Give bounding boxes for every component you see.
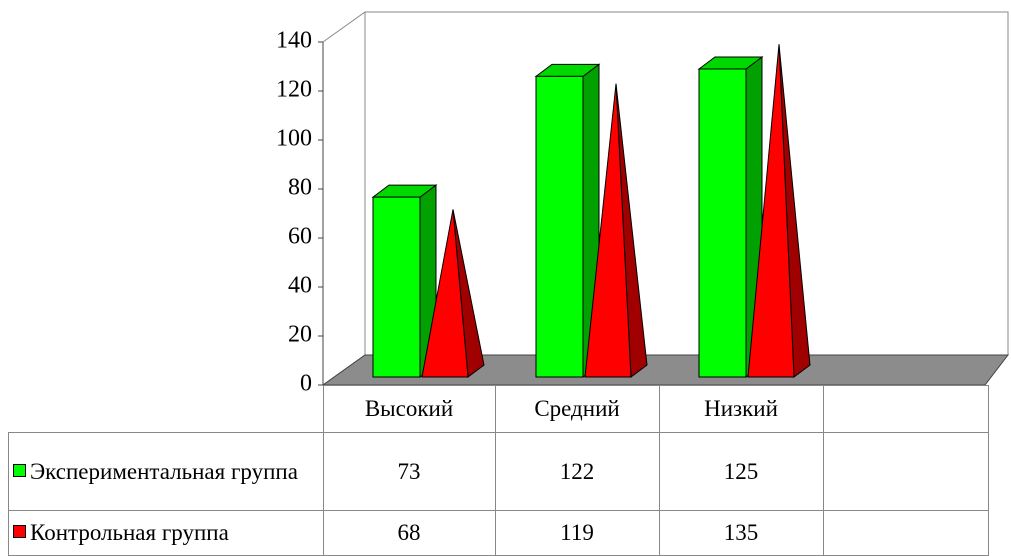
- category-label: Средний: [494, 385, 660, 433]
- table-value: 68: [322, 510, 496, 556]
- legend-label: Контрольная группа: [30, 520, 229, 545]
- table-value: 119: [494, 510, 660, 556]
- y-tick-label: 20: [288, 322, 312, 348]
- pyramid-front: [584, 83, 632, 378]
- pyramid: [584, 83, 648, 378]
- data-table: Высокий Средний Низкий Экспериментальная…: [8, 385, 989, 556]
- y-tick-label: 40: [288, 273, 312, 299]
- pyramid: [747, 44, 811, 378]
- pyramid: [421, 209, 485, 378]
- y-tick-label: 140: [276, 28, 312, 54]
- y-tick-label: 80: [288, 175, 312, 201]
- bar-front: [535, 75, 584, 378]
- legend-key: [13, 463, 26, 477]
- y-tick-label: 120: [276, 77, 312, 103]
- y-tick-label: 100: [276, 126, 312, 152]
- bar: [371, 184, 438, 378]
- bar: [697, 55, 764, 378]
- table-corner: [8, 385, 324, 433]
- category-label: Высокий: [322, 385, 496, 433]
- table-value: [822, 432, 989, 511]
- category-label: Низкий: [658, 385, 824, 433]
- legend-entry: Контрольная группа: [8, 510, 324, 556]
- bar-front: [372, 196, 421, 378]
- table-value: 135: [658, 510, 824, 556]
- category-label: [822, 385, 989, 433]
- legend-label: Экспериментальная группа: [30, 458, 298, 484]
- pyramid-front: [421, 209, 469, 378]
- pyramid-front: [747, 44, 795, 378]
- y-tick-label: 60: [288, 224, 312, 250]
- bar-front: [698, 68, 747, 378]
- table-value: 73: [322, 432, 496, 511]
- table-value: [822, 510, 989, 556]
- table-value: 122: [494, 432, 660, 511]
- legend-key: [13, 525, 26, 538]
- table-value: 125: [658, 432, 824, 511]
- legend-entry: Экспериментальная группа: [8, 432, 324, 511]
